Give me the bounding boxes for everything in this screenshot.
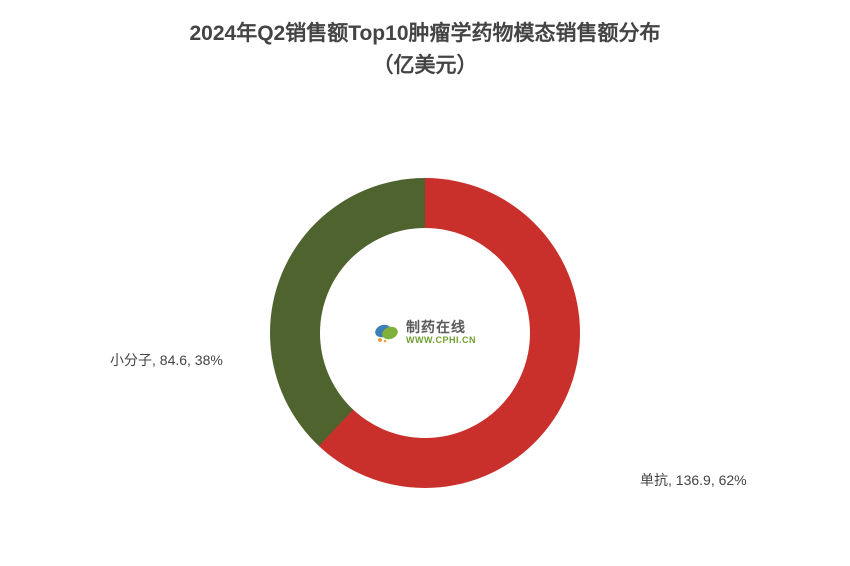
chart-title: 2024年Q2销售额Top10肿瘤学药物模态销售额分布 （亿美元） xyxy=(0,0,850,81)
pill-icon xyxy=(374,323,400,343)
donut-wrap: 制药在线 WWW.CPHI.CN xyxy=(270,178,580,488)
logo-cn-text: 制药在线 xyxy=(406,320,476,335)
logo-text: 制药在线 WWW.CPHI.CN xyxy=(406,320,476,345)
chart-title-line2: （亿美元） xyxy=(0,50,850,82)
chart-area: 制药在线 WWW.CPHI.CN 单抗, 136.9, 62% 小分子, 84.… xyxy=(0,100,850,566)
slice-label-danti: 单抗, 136.9, 62% xyxy=(640,470,747,490)
slice-label-xiaofenzi: 小分子, 84.6, 38% xyxy=(110,350,223,370)
chart-title-line1: 2024年Q2销售额Top10肿瘤学药物模态销售额分布 xyxy=(0,18,850,50)
donut-ring: 制药在线 WWW.CPHI.CN xyxy=(270,178,580,488)
center-logo: 制药在线 WWW.CPHI.CN xyxy=(374,320,476,345)
logo-en-text: WWW.CPHI.CN xyxy=(406,336,476,346)
donut-hole: 制药在线 WWW.CPHI.CN xyxy=(320,228,530,438)
